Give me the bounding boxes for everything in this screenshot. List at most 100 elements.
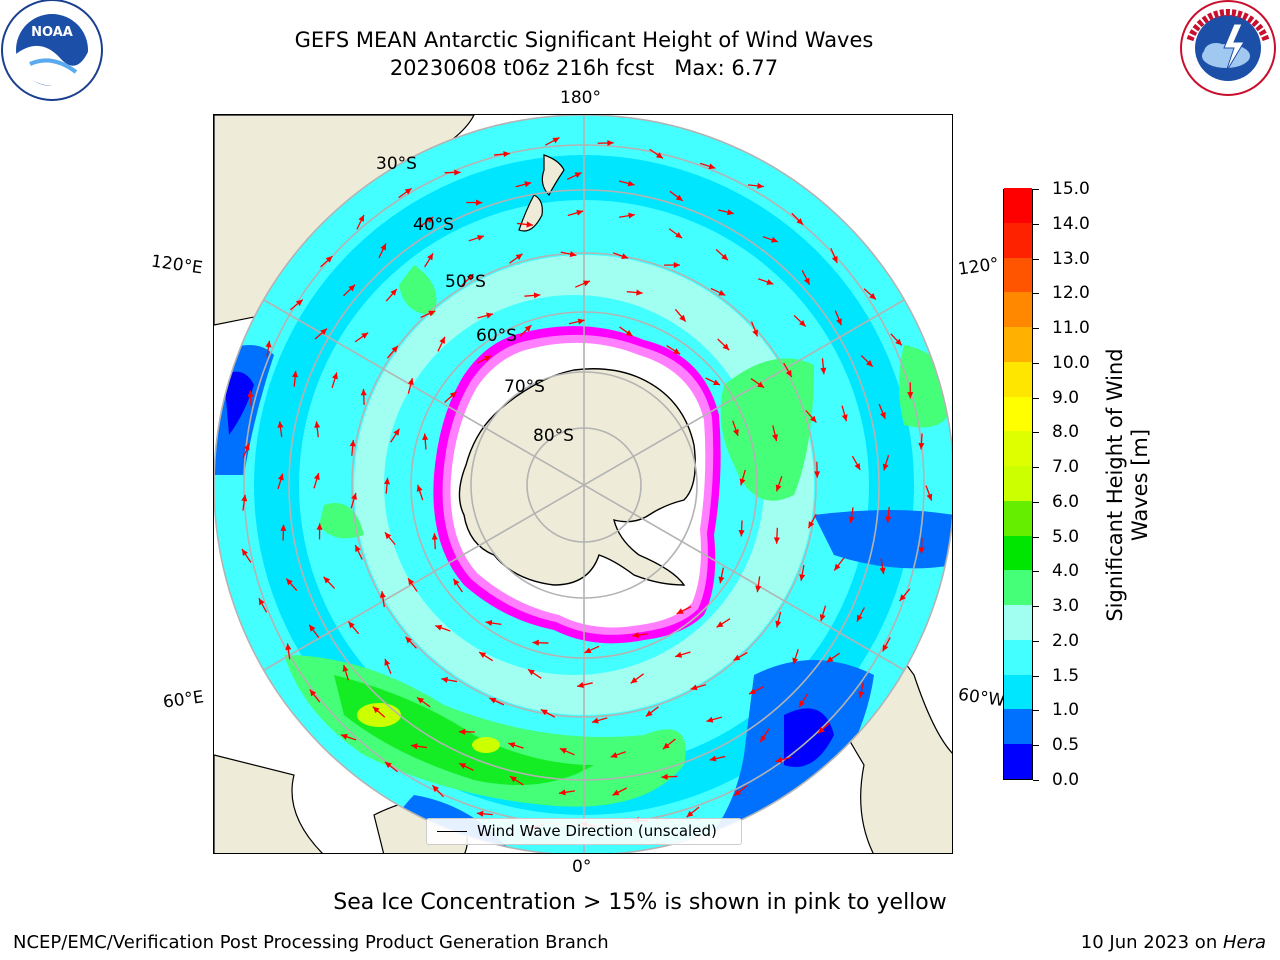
wind-arrow-head: [533, 292, 541, 299]
wind-arrow-head: [848, 516, 855, 524]
wind-arrow-head: [826, 656, 834, 663]
colorbar-segment: [1004, 396, 1032, 432]
colorbar-segment: [1004, 604, 1032, 640]
wind-arrow-head: [411, 743, 418, 750]
wind-arrow-head: [738, 530, 745, 537]
wind-arrow-head: [439, 336, 445, 344]
wind-arrow-head: [314, 421, 321, 428]
colorbar-tick: [1033, 467, 1039, 469]
lon-label-0: 0°: [572, 857, 592, 877]
wind-arrow-head: [247, 390, 254, 397]
wind-arrow-head: [540, 709, 548, 716]
wind-arrow-head: [734, 789, 742, 796]
wind-arrow-head: [610, 752, 618, 758]
wind-arrow-head: [583, 280, 591, 287]
wind-arrow-head: [880, 411, 886, 419]
wind-arrow-head: [661, 773, 668, 780]
footer-machine: Hera: [1222, 932, 1266, 953]
colorbar-tick: [1033, 501, 1039, 503]
colorbar-tick-label: 2.0: [1052, 630, 1080, 651]
wind-arrow-head: [295, 299, 303, 306]
wind-arrow-head: [716, 621, 724, 628]
wind-arrow-head: [320, 328, 327, 336]
wind-arrow-head: [899, 594, 906, 602]
wind-arrow-head: [885, 516, 892, 524]
wind-arrow-head: [676, 608, 684, 614]
wind-arrow-head: [416, 484, 423, 492]
wind-arrow-head: [690, 684, 698, 691]
wind-arrow-head: [841, 414, 848, 422]
colorbar-segment: [1004, 361, 1032, 397]
wind-arrow-head: [426, 216, 434, 224]
wind-arrow-head: [773, 537, 780, 544]
lon-label-120e: 120°E: [149, 251, 204, 279]
wind-arrow-head: [348, 621, 355, 629]
wind-arrow-head: [316, 523, 323, 530]
colorbar-segment: [1004, 326, 1032, 362]
wind-arrow-head: [527, 669, 535, 676]
wind-arrow-head: [574, 172, 582, 179]
wind-arrow-head: [391, 345, 398, 353]
wind-arrow-head: [435, 624, 443, 631]
wind-wave-arrows: [241, 137, 933, 830]
colorbar-tick: [1033, 397, 1039, 399]
colorbar-segment: [1004, 639, 1032, 675]
wind-arrow-head: [718, 289, 726, 296]
wind-arrow-head: [265, 340, 272, 348]
wind-arrow-head: [477, 234, 485, 241]
wind-arrow-head: [313, 473, 320, 480]
wind-arrow-head: [834, 563, 841, 571]
colorbar-tick: [1033, 745, 1039, 747]
wind-arrow-head: [277, 473, 284, 481]
colorbar-tick-label: 3.0: [1052, 596, 1080, 617]
wind-arrow-head: [422, 433, 429, 441]
colorbar-segment: [1004, 257, 1032, 293]
wind-arrow-head: [636, 289, 643, 296]
wind-arrow-head: [771, 236, 778, 243]
wind-arrow-head: [241, 549, 248, 556]
wind-arrow-head: [532, 639, 539, 646]
wind-arrow-head: [476, 810, 484, 817]
wind-arrow-head: [679, 314, 686, 322]
colorbar-segment: [1004, 674, 1032, 710]
colorbar-segment: [1004, 291, 1032, 328]
wind-arrow-head: [323, 576, 331, 584]
wind-arrow-head: [486, 312, 493, 319]
colorbar-tick: [1033, 432, 1039, 434]
wind-arrow-head: [384, 532, 392, 540]
wind-arrow-head: [718, 576, 725, 584]
wind-arrow-head: [662, 742, 670, 750]
colorbar-tick-label: 4.0: [1052, 561, 1080, 582]
wind-arrow-head: [427, 253, 434, 261]
wind-arrow-head: [713, 379, 721, 385]
wind-arrow-head: [459, 763, 467, 769]
wind-arrow-head: [358, 214, 364, 222]
national-weather-service-logo: [1180, 0, 1276, 96]
colorbar-tick: [1033, 223, 1039, 225]
colorbar-tick: [1033, 640, 1039, 642]
wind-arrow-head: [926, 493, 933, 501]
wind-arrow-head: [286, 578, 293, 586]
colorbar-tick: [1033, 606, 1039, 608]
wind-arrow-head: [673, 348, 681, 355]
wind-arrow-head: [675, 194, 683, 201]
colorbar-segment: [1004, 743, 1032, 779]
wind-arrow-head: [607, 139, 614, 147]
wind-arrow-head: [355, 545, 361, 553]
wind-arrow-head: [526, 221, 534, 228]
colorbar-tick: [1033, 189, 1039, 190]
colorbar-tick-label: 7.0: [1052, 457, 1080, 478]
wind-arrow-head: [798, 700, 805, 708]
wind-arrow-head: [380, 243, 386, 251]
wind-arrow-head: [552, 137, 560, 144]
colorbar-tick-label: 5.0: [1052, 526, 1080, 547]
colorbar-segment: [1004, 465, 1032, 501]
wind-arrow-head: [441, 676, 448, 683]
wind-arrow-head: [727, 209, 734, 216]
wind-arrow-head: [803, 277, 810, 285]
colorbar-tick: [1033, 328, 1039, 330]
wind-arrow-head: [515, 253, 523, 260]
title-line-2: 20230608 t06z 216h fcst Max: 6.77: [389, 56, 779, 80]
wind-arrow-head: [645, 710, 653, 717]
wind-arrow-head: [258, 598, 265, 606]
